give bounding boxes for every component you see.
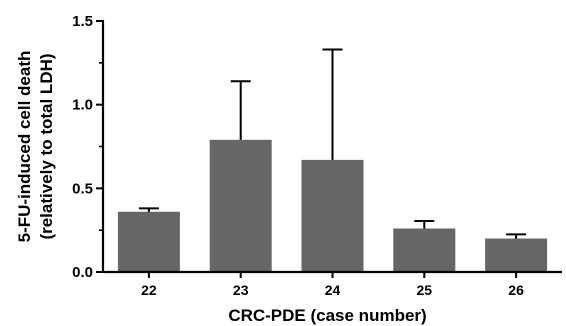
error-bar (230, 80, 251, 140)
y-axis-title-line-2: (relatively to total LDH) (37, 53, 56, 239)
y-tick-label: 1.5 (72, 13, 93, 30)
y-tick-label: 0.0 (72, 264, 93, 281)
y-ticks: 0.0 0.5 1.0 1.5 (72, 13, 103, 281)
bar (485, 238, 548, 272)
y-axis-title-line-1: 5-FU-induced cell death (15, 51, 34, 243)
bar (393, 228, 456, 272)
y-axis-title: 5-FU-induced cell death (relatively to t… (15, 51, 56, 243)
bar (301, 159, 364, 272)
x-tick-label: 22 (141, 282, 157, 298)
bar (209, 139, 272, 272)
x-tick-label: 25 (417, 282, 433, 298)
x-ticks: 22 23 24 25 26 (141, 272, 524, 298)
x-tick-label: 23 (233, 282, 249, 298)
bars (117, 139, 548, 272)
x-tick-label: 24 (325, 282, 341, 298)
error-bar (322, 48, 343, 160)
x-tick-label: 26 (508, 282, 524, 298)
error-bar (138, 207, 159, 212)
x-axis-title: CRC-PDE (case number) (228, 306, 426, 325)
bar (117, 211, 180, 272)
error-bar (414, 219, 435, 229)
y-tick-label: 1.0 (72, 97, 93, 114)
error-bars (138, 48, 527, 239)
error-bar (506, 233, 527, 239)
y-tick-label: 0.5 (72, 180, 93, 197)
